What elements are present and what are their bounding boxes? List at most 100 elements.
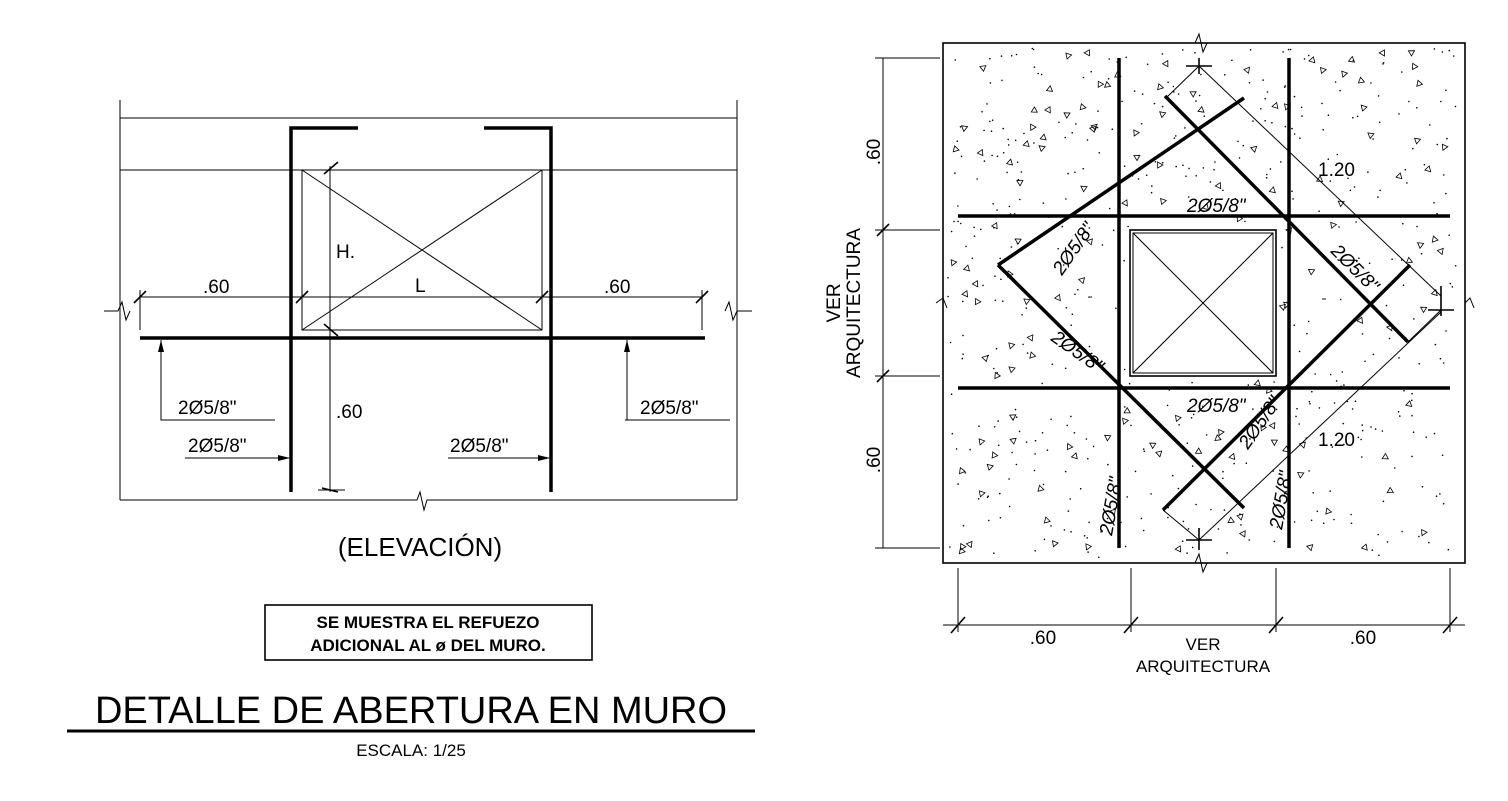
hatch-dot	[1084, 230, 1086, 233]
hatch-aggregate	[1005, 158, 1014, 166]
hatch-dot	[1316, 510, 1319, 513]
hatch-dot	[959, 126, 962, 128]
hatch-dot	[1439, 357, 1442, 360]
hatch-dot	[1069, 498, 1071, 500]
hatch-dot	[981, 110, 983, 113]
plan-bar-right-vert: 2Ø5/8"	[1266, 468, 1297, 531]
hatch-aggregate	[1065, 52, 1073, 60]
hatch-dot	[1064, 367, 1067, 370]
hatch-aggregate	[1395, 172, 1403, 180]
hatch-dot	[988, 519, 990, 522]
hatch-dot	[1266, 91, 1269, 93]
hatch-dot	[1057, 247, 1059, 250]
hatch-dot	[1289, 48, 1292, 51]
hatch-aggregate	[961, 289, 969, 298]
hatch-dot	[1408, 100, 1410, 103]
hatch-aggregate	[1123, 406, 1131, 414]
plan-bar-bottom: 2Ø5/8"	[1186, 396, 1247, 417]
hatch-aggregate	[1271, 101, 1279, 109]
hatch-dot	[1322, 128, 1324, 131]
hatch-dot	[1377, 95, 1380, 97]
hatch-dot	[1275, 408, 1278, 411]
hatch-dot	[1034, 439, 1037, 442]
break-right	[724, 300, 752, 322]
hatch-dot	[1416, 107, 1418, 109]
hatch-dot	[1140, 123, 1143, 125]
hatch-dot	[1007, 138, 1009, 141]
hatch-dot	[1171, 474, 1174, 477]
hatch-dot	[1187, 196, 1190, 198]
hatch-dot	[1205, 434, 1208, 436]
ext	[1162, 509, 1200, 541]
hatch-dot	[995, 347, 998, 350]
hatch-dot	[1318, 210, 1320, 212]
hatch-dot	[1126, 496, 1128, 498]
hatch-dot	[1303, 58, 1306, 60]
hatch-dot	[1356, 115, 1359, 118]
plan-bar-top: 2Ø5/8"	[1186, 196, 1247, 217]
hatch-dot	[1321, 102, 1323, 105]
hatch-dot	[1032, 48, 1035, 51]
hatch-dot	[1388, 337, 1391, 340]
rebar-diagonal-upper-left	[997, 96, 1245, 267]
plan-bottom-label-2: ARQUITECTURA	[1136, 657, 1271, 676]
hatch-dot	[965, 245, 967, 248]
hatch-dot	[1436, 212, 1438, 215]
hatch-dot	[954, 59, 957, 61]
hatch-dot	[1016, 161, 1019, 163]
plan-dim-bottom-1: .60	[1030, 628, 1056, 649]
hatch-dot	[1276, 526, 1279, 528]
hatch-dot	[1177, 93, 1180, 95]
hatch-aggregate	[1308, 56, 1316, 64]
hatch-dot	[957, 220, 959, 223]
hatch-dot	[1082, 167, 1084, 170]
break-left	[104, 300, 131, 322]
hatch-aggregate	[1174, 545, 1182, 553]
opening-rectangle	[301, 169, 543, 331]
hatch-dot	[1034, 549, 1036, 552]
hatch-dot	[1195, 175, 1197, 177]
hatch-dot	[1403, 389, 1405, 392]
hatch-dot	[1327, 114, 1330, 116]
hatch-dot	[1000, 278, 1002, 281]
hatch-dot	[1334, 81, 1337, 83]
hatch-dot	[953, 220, 955, 223]
hatch-dot	[1283, 86, 1286, 88]
hatch-dot	[1372, 353, 1375, 356]
hatch-dot	[1184, 127, 1186, 129]
hatch-dot	[1033, 469, 1036, 472]
hatch-aggregate	[960, 125, 969, 133]
hatch-aggregate	[974, 297, 982, 306]
hatch-dot	[1010, 246, 1013, 248]
hatch-dot	[1356, 260, 1358, 263]
hatch-dot	[1273, 540, 1276, 543]
hatch-dot	[1445, 89, 1447, 92]
hatch-dot	[1420, 253, 1423, 255]
hatch-dot	[1061, 225, 1064, 228]
hatch-aggregate	[1268, 186, 1276, 194]
hatch-aggregate	[978, 438, 986, 446]
hatch-dot	[1361, 424, 1363, 426]
hatch-dot	[1397, 411, 1400, 413]
hatch-dot	[1284, 85, 1287, 87]
hatch-dot	[1412, 431, 1415, 434]
hatch-aggregate	[1157, 161, 1164, 169]
hatch-dot	[947, 277, 949, 279]
hatch-aggregate	[1386, 486, 1395, 494]
hatch-dot	[1195, 503, 1197, 506]
hatch-dot	[1447, 548, 1450, 551]
hatch-aggregate	[1149, 442, 1157, 450]
hatch-dot	[1127, 225, 1129, 228]
hatch-dot	[1377, 533, 1379, 536]
hatch-dot	[1226, 552, 1228, 554]
arrowhead	[538, 455, 550, 461]
hatch-dot	[1379, 189, 1381, 192]
hatch-dot	[1385, 304, 1388, 307]
hatch-dot	[1142, 448, 1145, 450]
hatch-dot	[1441, 454, 1444, 457]
hatch-dot	[1008, 205, 1011, 208]
hatch-aggregate	[1367, 132, 1375, 140]
hatch-aggregate	[1405, 256, 1414, 264]
hatch-dot	[1271, 121, 1273, 124]
plan-dim-bottom-2: .60	[1350, 628, 1376, 649]
